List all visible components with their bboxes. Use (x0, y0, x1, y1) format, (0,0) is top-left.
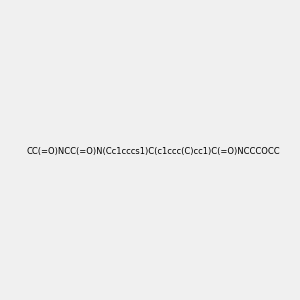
Text: CC(=O)NCC(=O)N(Cc1cccs1)C(c1ccc(C)cc1)C(=O)NCCCOCC: CC(=O)NCC(=O)N(Cc1cccs1)C(c1ccc(C)cc1)C(… (27, 147, 280, 156)
